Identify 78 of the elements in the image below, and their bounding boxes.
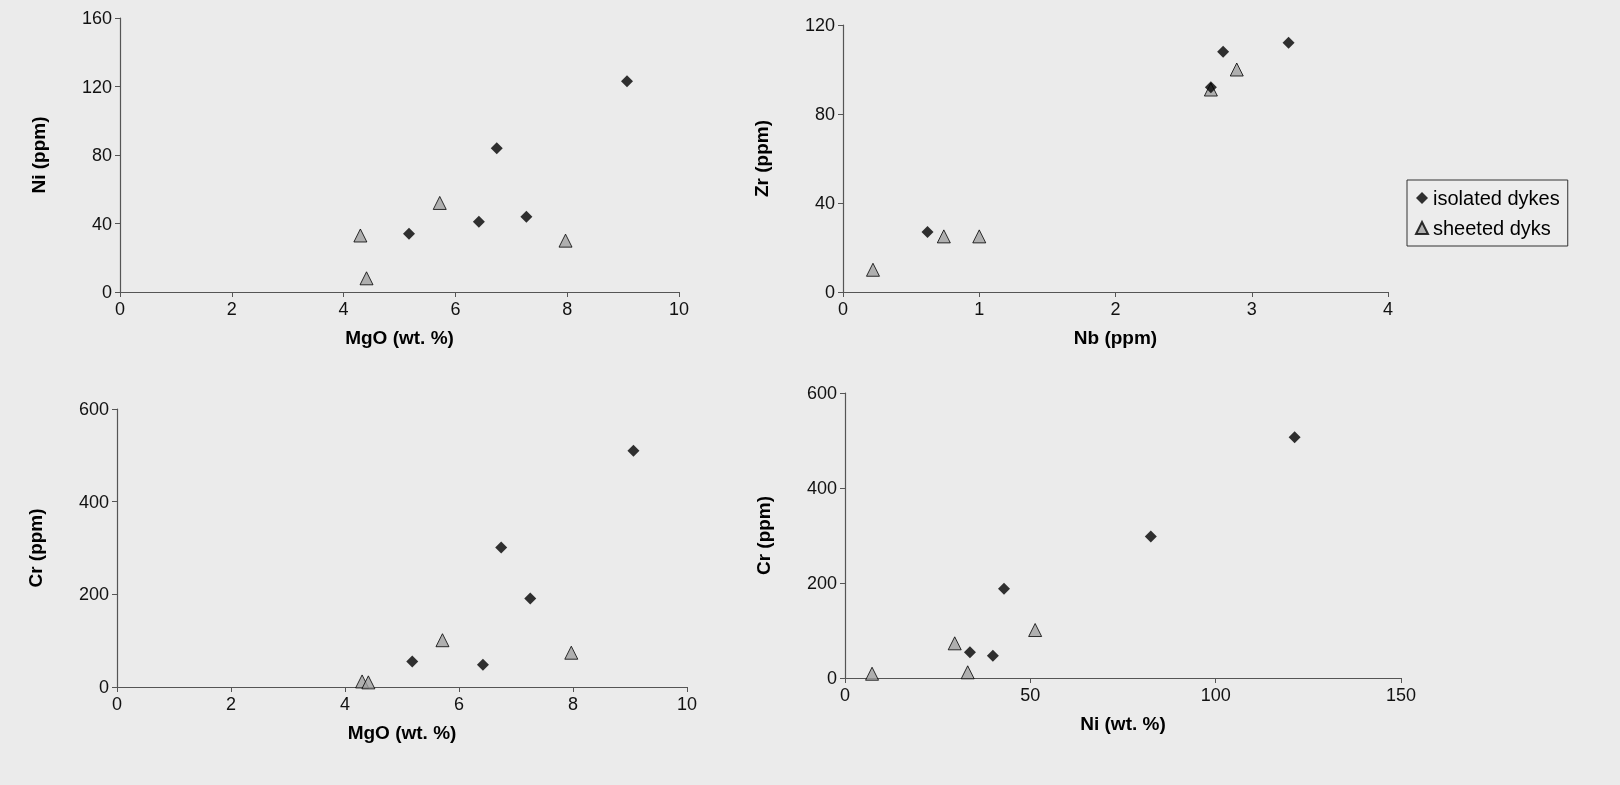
point bbox=[472, 215, 485, 228]
y-tick-label: 80 bbox=[814, 104, 835, 124]
y-axis-title: Zr (ppm) bbox=[751, 119, 772, 198]
point bbox=[960, 665, 975, 680]
x-tick-label: 8 bbox=[567, 694, 578, 714]
x-tick-label: 6 bbox=[450, 299, 461, 319]
y-tick-label: 40 bbox=[91, 213, 112, 234]
x-tick-label: 10 bbox=[676, 694, 697, 714]
y-tick-label: 600 bbox=[78, 399, 109, 419]
point bbox=[476, 658, 489, 671]
point bbox=[524, 592, 537, 605]
x-tick-label: 6 bbox=[453, 694, 464, 714]
y-tick-label: 200 bbox=[78, 584, 109, 605]
point bbox=[1028, 623, 1043, 638]
point bbox=[353, 228, 368, 243]
point bbox=[621, 75, 634, 88]
point bbox=[403, 227, 415, 240]
point bbox=[998, 582, 1011, 595]
point bbox=[490, 142, 503, 155]
x-axis-title: MgO (wt. %) bbox=[345, 327, 454, 348]
legend-label: sheeted dyks bbox=[1433, 217, 1551, 239]
point bbox=[865, 666, 880, 681]
y-tick-label: 80 bbox=[91, 145, 112, 165]
x-tick-label: 50 bbox=[1020, 685, 1041, 705]
point bbox=[1282, 36, 1295, 49]
x-axis-title: Nb (ppm) bbox=[1073, 327, 1158, 348]
legend-label: isolated dykes bbox=[1433, 187, 1560, 209]
y-axis-title: Ni (ppm) bbox=[28, 116, 49, 194]
x-tick-label: 0 bbox=[839, 685, 851, 705]
point bbox=[936, 229, 951, 244]
x-tick-label: 150 bbox=[1385, 685, 1417, 705]
x-axis-title: Ni (wt. %) bbox=[1080, 713, 1166, 734]
point bbox=[627, 444, 640, 457]
point bbox=[406, 655, 419, 668]
point bbox=[564, 645, 579, 660]
y-axis-title: Cr (ppm) bbox=[25, 508, 46, 588]
point bbox=[1288, 431, 1301, 444]
y-tick-label: 120 bbox=[81, 76, 112, 97]
y-axis-title: Cr (ppm) bbox=[753, 495, 774, 576]
y-tick-label: 0 bbox=[826, 668, 837, 688]
x-axis-title: MgO (wt. %) bbox=[347, 722, 457, 743]
x-tick-label: 100 bbox=[1200, 685, 1231, 705]
y-tick-label: 400 bbox=[78, 491, 109, 512]
y-tick-label: 600 bbox=[806, 383, 837, 403]
x-tick-label: 10 bbox=[668, 299, 690, 319]
x-tick-label: 8 bbox=[562, 299, 573, 319]
point bbox=[865, 262, 880, 277]
point bbox=[947, 636, 962, 651]
point bbox=[972, 229, 987, 244]
point bbox=[1217, 45, 1230, 58]
point bbox=[1144, 530, 1157, 543]
y-tick-label: 0 bbox=[101, 282, 112, 302]
y-tick-label: 200 bbox=[806, 573, 837, 593]
x-tick-label: 4 bbox=[338, 299, 349, 319]
x-tick-label: 2 bbox=[225, 694, 237, 714]
y-tick-label: 160 bbox=[81, 8, 112, 28]
x-tick-label: 4 bbox=[1382, 299, 1394, 319]
point bbox=[432, 195, 447, 210]
point bbox=[986, 649, 999, 662]
x-tick-label: 0 bbox=[114, 299, 126, 319]
x-tick-label: 3 bbox=[1246, 299, 1257, 319]
point bbox=[963, 646, 976, 659]
point bbox=[558, 233, 573, 248]
y-tick-label: 120 bbox=[804, 15, 835, 35]
point bbox=[361, 675, 376, 690]
y-tick-label: 0 bbox=[824, 282, 835, 302]
y-tick-label: 40 bbox=[814, 193, 835, 213]
point bbox=[495, 541, 508, 554]
y-tick-label: 400 bbox=[806, 478, 837, 498]
x-tick-label: 2 bbox=[226, 299, 237, 319]
point bbox=[520, 210, 533, 223]
x-tick-label: 2 bbox=[1110, 299, 1121, 319]
x-tick-label: 4 bbox=[339, 694, 350, 714]
point bbox=[435, 633, 450, 648]
point bbox=[359, 271, 374, 286]
point bbox=[921, 225, 934, 238]
x-tick-label: 1 bbox=[974, 299, 985, 319]
point bbox=[1229, 62, 1244, 77]
